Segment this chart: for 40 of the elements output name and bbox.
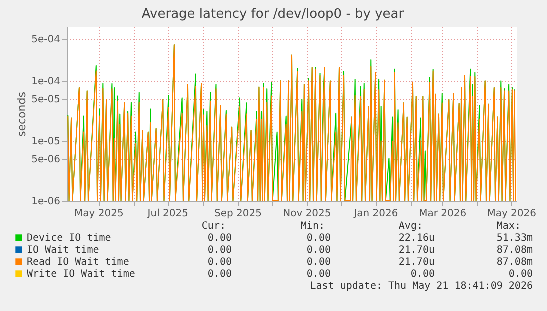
text: Last update: Thu May 21 18:41:09 2026 [310,281,533,292]
text: Min: [300,221,325,232]
y-tick-label: 5e-04 [32,34,60,46]
text: 21.70u [398,257,435,268]
y-tick-label: 5e-05 [32,94,60,106]
text: 0.00 [306,245,331,256]
text: 0.00 [208,257,232,268]
text: 0.00 [208,245,232,256]
text: Cur: [202,221,226,232]
x-tick-label: Sep 2025 [214,208,262,220]
x-tick-label: Nov 2025 [283,208,332,220]
y-tick-label: 1e-05 [32,136,60,148]
text: Max: [496,221,521,232]
text: 51.33m [496,233,533,244]
text: 0.00 [306,257,331,268]
x-tick-label: Jan 2026 [353,208,398,220]
chart-title: Average latency for /dev/loop0 - by year [142,7,405,22]
legend-label: IO Wait time [27,245,100,256]
y-tick-label: 5e-06 [32,154,60,166]
legend-label: Device IO time [27,233,112,244]
text: 87.08m [496,257,533,268]
x-tick-label: Mar 2026 [419,208,467,220]
text: 0.00 [208,233,232,244]
y-tick-label: 1e-04 [32,76,60,88]
text: 0.00 [208,269,232,280]
text: 0.00 [306,233,331,244]
x-tick-label: May 2025 [74,208,124,220]
legend-label: Write IO Wait time [27,269,136,280]
text: 0.00 [306,269,331,280]
x-tick-label: Jul 2025 [146,208,188,220]
text: Avg: [398,221,423,232]
x-tick-label: May 2026 [487,208,537,220]
y-axis-title: seconds [16,92,29,137]
text: 0.00 [410,269,435,280]
text: 87.08m [496,245,533,256]
y-tick-label: 1e-06 [32,196,60,208]
text: 22.16u [398,233,435,244]
text: 0.00 [508,269,533,280]
legend-label: Read IO Wait time [27,257,130,268]
text: 21.70u [398,245,435,256]
